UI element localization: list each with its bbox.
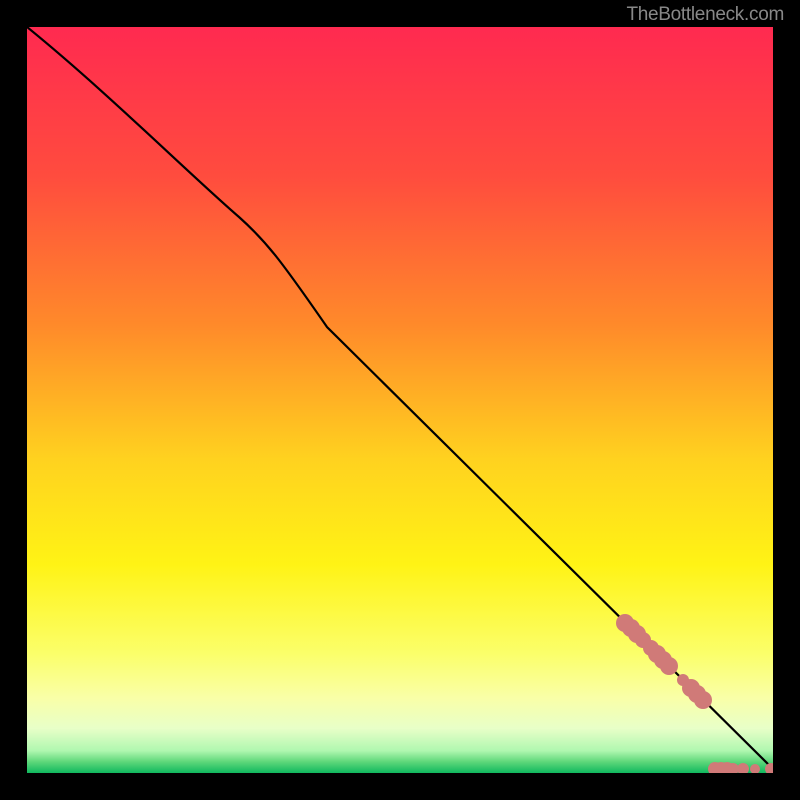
data-marker — [660, 657, 678, 675]
chart-plot-area — [27, 27, 773, 773]
chart-svg — [27, 27, 773, 773]
attribution-text: TheBottleneck.com — [626, 4, 784, 26]
data-marker — [694, 691, 712, 709]
